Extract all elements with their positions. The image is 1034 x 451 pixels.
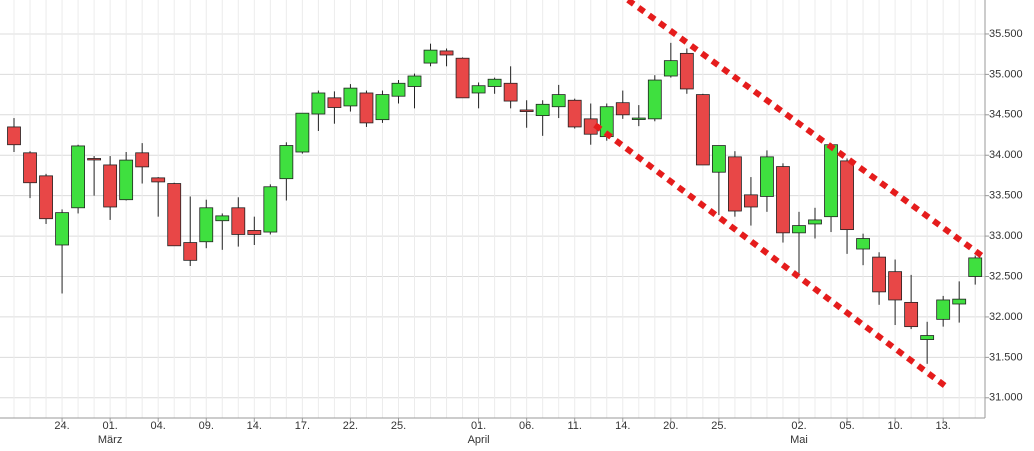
candle-body	[615, 102, 630, 116]
candle-body	[760, 156, 774, 197]
candle-body	[103, 164, 118, 208]
candle-body	[535, 103, 550, 117]
x-tick-label: 17.	[295, 420, 310, 432]
x-tick-label: 22.	[343, 420, 358, 432]
candle-body	[151, 177, 166, 183]
candle-body	[631, 117, 646, 120]
candle-body	[55, 212, 69, 246]
candle-body	[872, 256, 886, 293]
x-tick-label: 24.	[54, 420, 69, 432]
candle-body	[936, 299, 951, 320]
candle-body	[920, 335, 935, 340]
candle-body	[503, 82, 518, 102]
candle-body	[247, 230, 262, 235]
candle-body	[295, 112, 310, 153]
x-tick-label: 25.	[391, 420, 406, 432]
trend-line-lower	[593, 122, 950, 391]
candle-body	[7, 126, 21, 146]
candle-body	[231, 207, 246, 235]
y-tick-label: 31.500	[989, 351, 1023, 363]
candle-body	[167, 183, 182, 247]
candle-body	[343, 87, 358, 107]
x-tick-label: 13.	[936, 420, 951, 432]
y-tick-label: 35.500	[989, 28, 1023, 40]
candle-body	[119, 159, 134, 201]
x-tick-label: 25.	[711, 420, 726, 432]
y-tick-label: 35.000	[989, 68, 1023, 80]
candle-body	[711, 145, 726, 173]
y-tick-label: 32.500	[989, 270, 1023, 282]
x-tick-label: 01.	[102, 420, 117, 432]
candle-body	[679, 52, 694, 90]
candle-body	[567, 99, 582, 128]
candle-body	[856, 238, 870, 250]
candle-body	[663, 60, 678, 77]
candle-body	[824, 144, 838, 218]
candle-body	[135, 152, 150, 168]
candle-body	[792, 225, 806, 234]
x-tick-label: 02.	[791, 420, 806, 432]
candle-body	[487, 78, 502, 87]
candle-body	[551, 94, 566, 108]
candle-body	[23, 152, 37, 184]
candle-body	[279, 145, 294, 180]
candle-body	[199, 207, 214, 243]
candle-body	[695, 94, 710, 166]
x-tick-label: 04.	[151, 420, 166, 432]
candle-body	[391, 82, 406, 97]
candle-body	[728, 156, 742, 212]
candle-body	[423, 49, 438, 64]
candle-body	[968, 257, 983, 277]
y-tick-label: 32.000	[989, 311, 1023, 323]
x-tick-label: 14.	[247, 420, 262, 432]
candle-body	[183, 242, 198, 261]
candle-body	[647, 79, 662, 120]
candle-body	[776, 166, 790, 234]
x-tick-label: 05.	[839, 420, 854, 432]
candle-body	[39, 175, 53, 220]
candle-body	[359, 92, 374, 124]
candle-body	[71, 145, 85, 209]
candle-body	[407, 75, 422, 87]
x-tick-label: 11.	[567, 420, 581, 432]
y-tick-label: 34.500	[989, 109, 1023, 121]
y-tick-label: 33.000	[989, 230, 1023, 242]
candle-body	[519, 109, 534, 112]
x-tick-label: 01.	[471, 420, 486, 432]
candle-body	[471, 85, 486, 94]
candle-body	[904, 301, 919, 328]
candle-body	[888, 271, 903, 301]
candle-body	[952, 298, 967, 305]
candle-body	[439, 50, 454, 56]
x-tick-label: 09.	[199, 420, 214, 432]
candle-body	[263, 186, 278, 233]
month-label: April	[468, 434, 490, 446]
x-tick-label: 14.	[615, 420, 630, 432]
y-tick-label: 33.500	[989, 190, 1023, 202]
candle-body	[87, 158, 102, 161]
candle-body	[327, 97, 342, 108]
x-tick-label: 20.	[663, 420, 678, 432]
trend-line-upper	[626, 0, 987, 261]
candle-body	[215, 215, 230, 222]
candle-body	[744, 194, 758, 208]
x-tick-label: 10.	[887, 420, 902, 432]
candle-body	[455, 57, 470, 99]
x-tick-label: 06.	[519, 420, 534, 432]
candle-body	[375, 94, 390, 121]
y-tick-label: 31.000	[989, 392, 1023, 404]
month-label: Mai	[790, 434, 808, 446]
month-label: März	[98, 434, 122, 446]
y-tick-label: 34.000	[989, 149, 1023, 161]
candle-body	[808, 219, 822, 225]
candle-body	[311, 92, 326, 115]
candle-body	[840, 160, 854, 231]
